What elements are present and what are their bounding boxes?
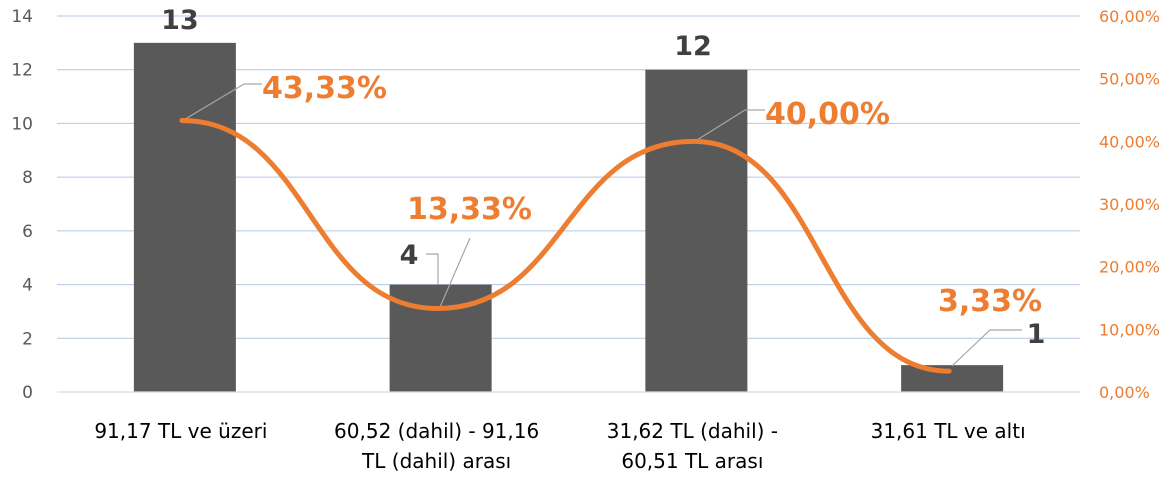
- line-data-label: 3,33%: [938, 284, 1042, 319]
- right-tick-label: 50,00%: [1099, 70, 1160, 89]
- category-label: 31,61 TL ve altı: [871, 419, 1026, 443]
- bar-data-label: 1: [1027, 319, 1046, 350]
- category-label: 91,17 TL ve üzeri: [94, 419, 267, 443]
- line-data-label: 40,00%: [765, 97, 890, 132]
- right-tick-label: 60,00%: [1099, 7, 1160, 26]
- category-label: 31,62 TL (dahil) -: [607, 419, 778, 443]
- right-tick-label: 30,00%: [1099, 195, 1160, 214]
- left-tick-label: 2: [22, 329, 33, 349]
- bar-data-label: 12: [674, 31, 712, 62]
- leader-line: [439, 237, 471, 308]
- line-data-labels: 43,33% 13,33% 40,00% 3,33%: [262, 71, 1042, 319]
- right-tick-label: 40,00%: [1099, 132, 1160, 151]
- leader-lines: [181, 83, 1022, 367]
- line-data-label: 13,33%: [407, 192, 532, 227]
- left-tick-label: 14: [11, 7, 33, 27]
- left-tick-label: 10: [11, 114, 33, 134]
- left-axis: 0 2 4 6 8 10 12 14: [11, 7, 33, 403]
- right-axis: 0,00% 10,00% 20,00% 30,00% 40,00% 50,00% 60,00…: [1099, 7, 1160, 402]
- line-data-label: 43,33%: [262, 71, 387, 106]
- bar-data-labels: 13 4 12 1: [161, 5, 1045, 350]
- left-tick-label: 4: [22, 276, 33, 296]
- bar: [133, 42, 236, 392]
- leader-line: [426, 253, 439, 284]
- left-tick-label: 0: [22, 383, 33, 403]
- right-tick-label: 0,00%: [1099, 383, 1150, 402]
- leader-line: [696, 109, 765, 141]
- category-label: 60,52 (dahil) - 91,16: [334, 419, 539, 443]
- left-tick-label: 12: [11, 61, 33, 81]
- right-tick-label: 20,00%: [1099, 258, 1160, 277]
- bar-data-label: 13: [161, 5, 199, 36]
- category-label: TL (dahil) arası: [361, 449, 511, 473]
- right-tick-label: 10,00%: [1099, 320, 1160, 339]
- leader-line: [181, 83, 262, 122]
- left-tick-label: 8: [22, 168, 33, 188]
- left-tick-label: 6: [22, 222, 33, 242]
- bar: [901, 365, 1004, 392]
- x-axis: 91,17 TL ve üzeri 60,52 (dahil) - 91,16 TL…: [57, 391, 1080, 473]
- line-path: [179, 117, 952, 374]
- bar: [645, 69, 748, 392]
- category-label: 60,51 TL arası: [621, 449, 763, 473]
- line-series: [179, 117, 952, 374]
- bar-data-label: 4: [400, 240, 419, 271]
- leader-line: [951, 329, 1022, 367]
